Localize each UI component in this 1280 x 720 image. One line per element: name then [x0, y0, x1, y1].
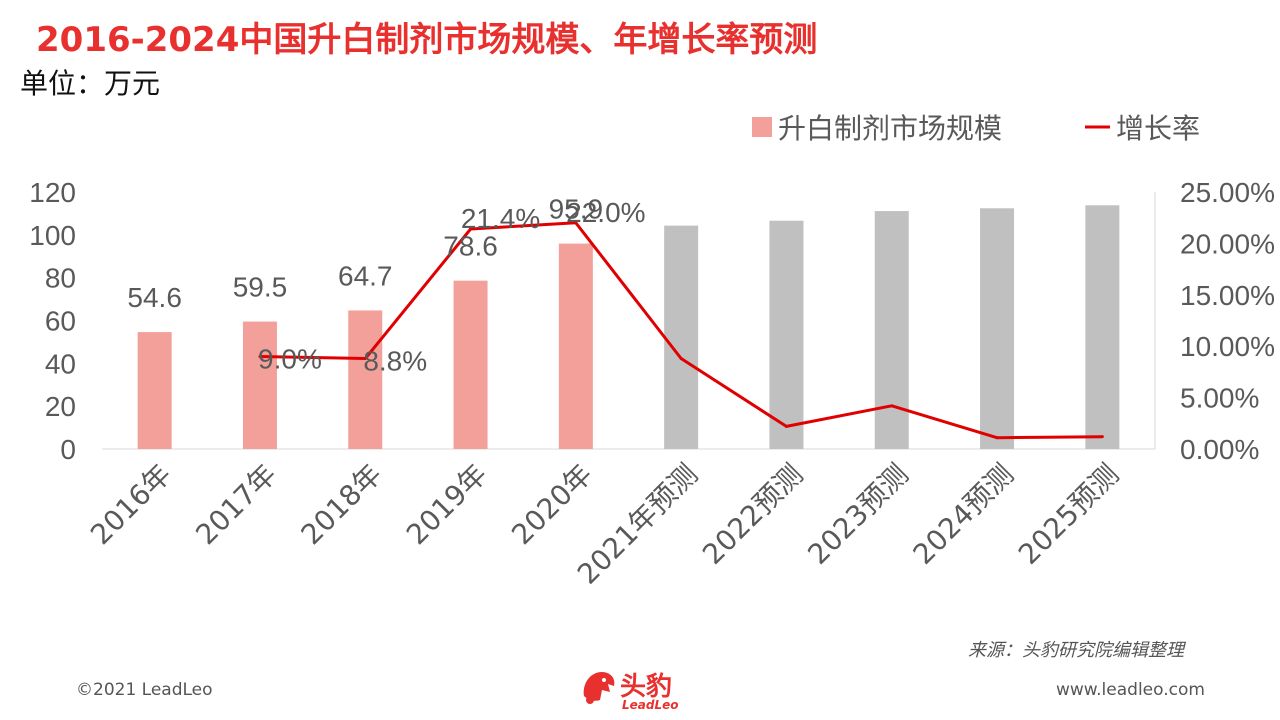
legend-line-label: 增长率 — [1116, 112, 1200, 145]
bar-value-label: 59.5 — [233, 272, 288, 303]
x-axis-tick-label: 2022预测 — [696, 458, 809, 571]
left-axis-tick-label: 100 — [29, 220, 76, 251]
bar-value-label: 95.9 — [549, 194, 604, 225]
x-axis-tick-label: 2019年 — [400, 458, 494, 552]
forecast-bar — [980, 208, 1015, 449]
growth-rate-point — [469, 227, 473, 231]
unit-label: 单位：万元 — [20, 67, 161, 100]
left-axis-tick-label: 0 — [60, 434, 76, 465]
market-size-bar — [453, 280, 488, 449]
forecast-bar — [1085, 205, 1120, 449]
right-axis-tick-label: 20.00% — [1180, 228, 1275, 259]
left-axis-ticks: 0 20 40 60 80 100 120 — [29, 177, 76, 465]
x-axis-tick-label: 2024预测 — [907, 458, 1020, 571]
left-axis-tick-label: 120 — [29, 177, 76, 208]
bar-value-label: 64.7 — [338, 260, 393, 291]
growth-rate-point — [363, 357, 367, 361]
growth-rate-point — [1100, 435, 1104, 439]
x-axis-tick-label: 2016年 — [84, 458, 178, 552]
x-axis-tick-label: 2023预测 — [801, 458, 914, 571]
leopard-icon — [583, 672, 615, 704]
growth-rate-point — [890, 404, 894, 408]
source-note: 来源：头豹研究院编辑整理 — [968, 640, 1184, 661]
growth-rate-point — [995, 436, 999, 440]
x-axis-tick-label: 2025预测 — [1012, 458, 1125, 571]
growth-rate-point — [784, 424, 788, 428]
market-size-bar — [348, 310, 383, 449]
market-size-bar — [558, 243, 593, 449]
left-axis-tick-label: 80 — [45, 263, 76, 294]
right-axis-tick-label: 25.00% — [1180, 177, 1275, 208]
copyright-text: ©2021 LeadLeo — [76, 680, 213, 700]
right-axis-tick-label: 10.00% — [1180, 331, 1275, 362]
legend: 升白制剂市场规模 增长率 — [752, 112, 1200, 145]
growth-rate-label: 8.8% — [363, 346, 427, 377]
left-axis-tick-label: 40 — [45, 348, 76, 379]
market-size-bar — [137, 332, 172, 449]
right-axis-tick-label: 15.00% — [1180, 280, 1275, 311]
growth-rate-point — [574, 221, 578, 225]
x-axis-tick-label: 2017年 — [189, 458, 283, 552]
forecast-bar — [874, 211, 909, 449]
forecast-bar — [664, 225, 699, 449]
forecast-bar — [769, 220, 804, 449]
bar-value-label: 54.6 — [127, 282, 182, 313]
bar-series — [137, 205, 1120, 449]
bar-value-label: 78.6 — [443, 231, 498, 262]
right-axis-tick-label: 0.00% — [1180, 434, 1259, 465]
line-data-labels: 9.0% 8.8% 21.4% 22.0% — [258, 197, 646, 377]
logo-chinese-text: 头豹 — [620, 672, 673, 702]
growth-rate-label: 22.0% — [566, 197, 645, 228]
right-axis-tick-label: 5.00% — [1180, 383, 1259, 414]
bar-data-labels: 54.6 59.5 64.7 78.6 95.9 — [127, 194, 603, 313]
growth-rate-label: 9.0% — [258, 343, 322, 374]
x-axis-tick-label: 2018年 — [295, 458, 389, 552]
growth-line-series — [258, 221, 1104, 440]
page-title: 2016-2024中国升白制剂市场规模、年增长率预测 — [36, 20, 818, 60]
market-size-bar — [242, 321, 277, 449]
left-axis-tick-label: 60 — [45, 306, 76, 337]
legend-bar-swatch — [752, 117, 772, 137]
x-axis-tick-label: 2020年 — [505, 458, 599, 552]
growth-rate-label: 21.4% — [461, 203, 540, 234]
left-axis-tick-label: 20 — [45, 391, 76, 422]
website-url[interactable]: www.leadleo.com — [1056, 680, 1205, 700]
x-axis-tick-labels: 2016年 2017年 2018年 2019年 2020年2021年预测2022预测20… — [84, 458, 1125, 591]
leadleo-logo: 头豹 LeadLeo — [580, 664, 710, 718]
right-axis-ticks: 0.00% 5.00% 10.00% 15.00% 20.00% 25.00% — [1180, 177, 1275, 465]
logo-english-text: LeadLeo — [622, 698, 679, 712]
legend-bar-label: 升白制剂市场规模 — [778, 112, 1002, 145]
market-size-chart: 0 20 40 60 80 100 120 0.00% 5.00% 10.00% 15.00% 20… — [29, 112, 1275, 591]
growth-rate-point — [258, 354, 262, 358]
growth-rate-point — [679, 357, 683, 361]
